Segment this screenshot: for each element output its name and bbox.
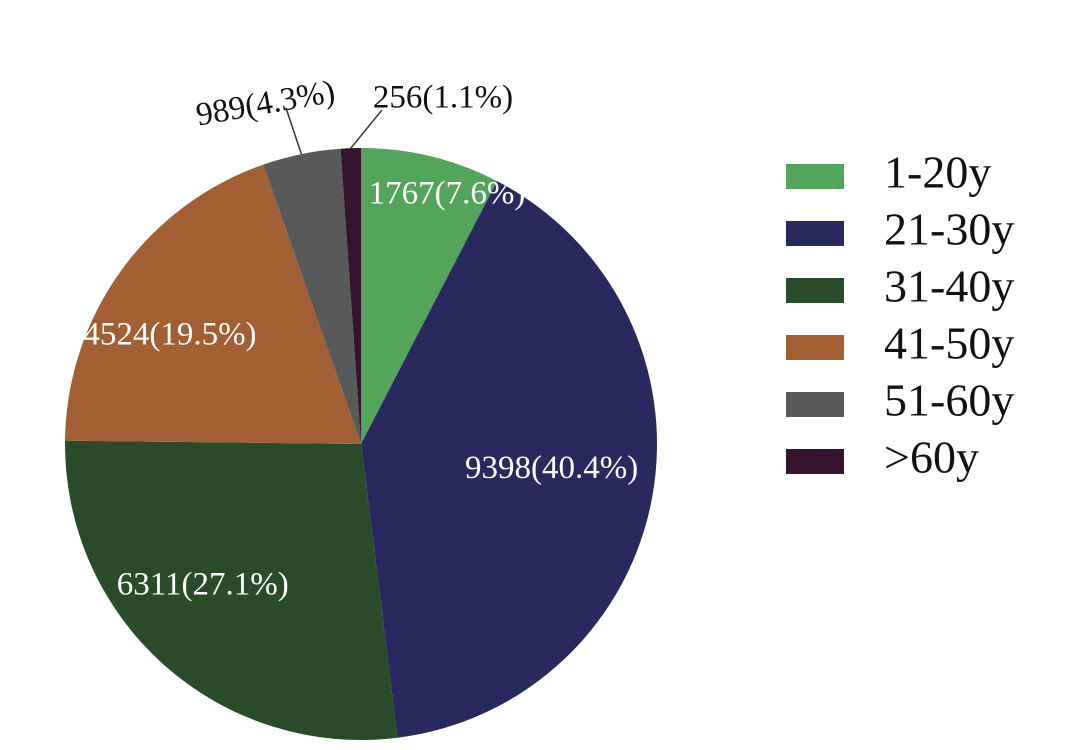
slice-21-30y [361, 181, 657, 738]
leader-line-over-60y [350, 109, 383, 149]
legend-label-21-30y: 21-30y [884, 204, 1014, 255]
legend-item-21-30y: 21-30y [786, 204, 1014, 255]
legend-item-1-20y: 1-20y [786, 147, 991, 198]
legend-item-51-60y: 51-60y [786, 375, 1014, 426]
legend-label-1-20y: 1-20y [884, 147, 991, 198]
data-label-21-30y: 9398(40.4%) [465, 450, 638, 486]
legend-swatch-31-40y [786, 278, 844, 303]
legend-swatch-41-50y [786, 335, 844, 360]
legend-swatch-1-20y [786, 164, 844, 189]
legend-label-51-60y: 51-60y [884, 375, 1014, 426]
data-label-over-60y: 256(1.1%) [373, 80, 513, 116]
legend: 1-20y 21-30y 31-40y 41-50y 51-60y >60y [786, 147, 1014, 483]
legend-label-over-60y: >60y [884, 432, 979, 483]
legend-label-31-40y: 31-40y [884, 261, 1014, 312]
pie-slices [65, 148, 657, 740]
data-label-1-20y: 1767(7.6%) [369, 175, 526, 211]
legend-item-31-40y: 31-40y [786, 261, 1014, 312]
slice-over-60y [340, 148, 361, 444]
slice-51-60y [263, 148, 361, 445]
data-label-51-60y: 989(4.3%) [193, 74, 337, 134]
legend-item-over-60y: >60y [786, 432, 979, 483]
data-labels: 1767(7.6%) 9398(40.4%) 6311(27.1%) 4524(19.… [83, 74, 638, 603]
slice-1-20y [361, 148, 498, 444]
leader-lines [285, 107, 383, 155]
slice-41-50y [65, 164, 362, 444]
legend-swatch-21-30y [786, 221, 844, 246]
data-label-31-40y: 6311(27.1%) [117, 566, 289, 602]
legend-label-41-50y: 41-50y [884, 318, 1014, 369]
legend-swatch-over-60y [786, 449, 844, 474]
leader-line-51-60y [285, 107, 303, 155]
data-label-41-50y: 4524(19.5%) [83, 317, 256, 353]
legend-item-41-50y: 41-50y [786, 318, 1014, 369]
legend-swatch-51-60y [786, 392, 844, 417]
slice-31-40y [65, 440, 398, 740]
